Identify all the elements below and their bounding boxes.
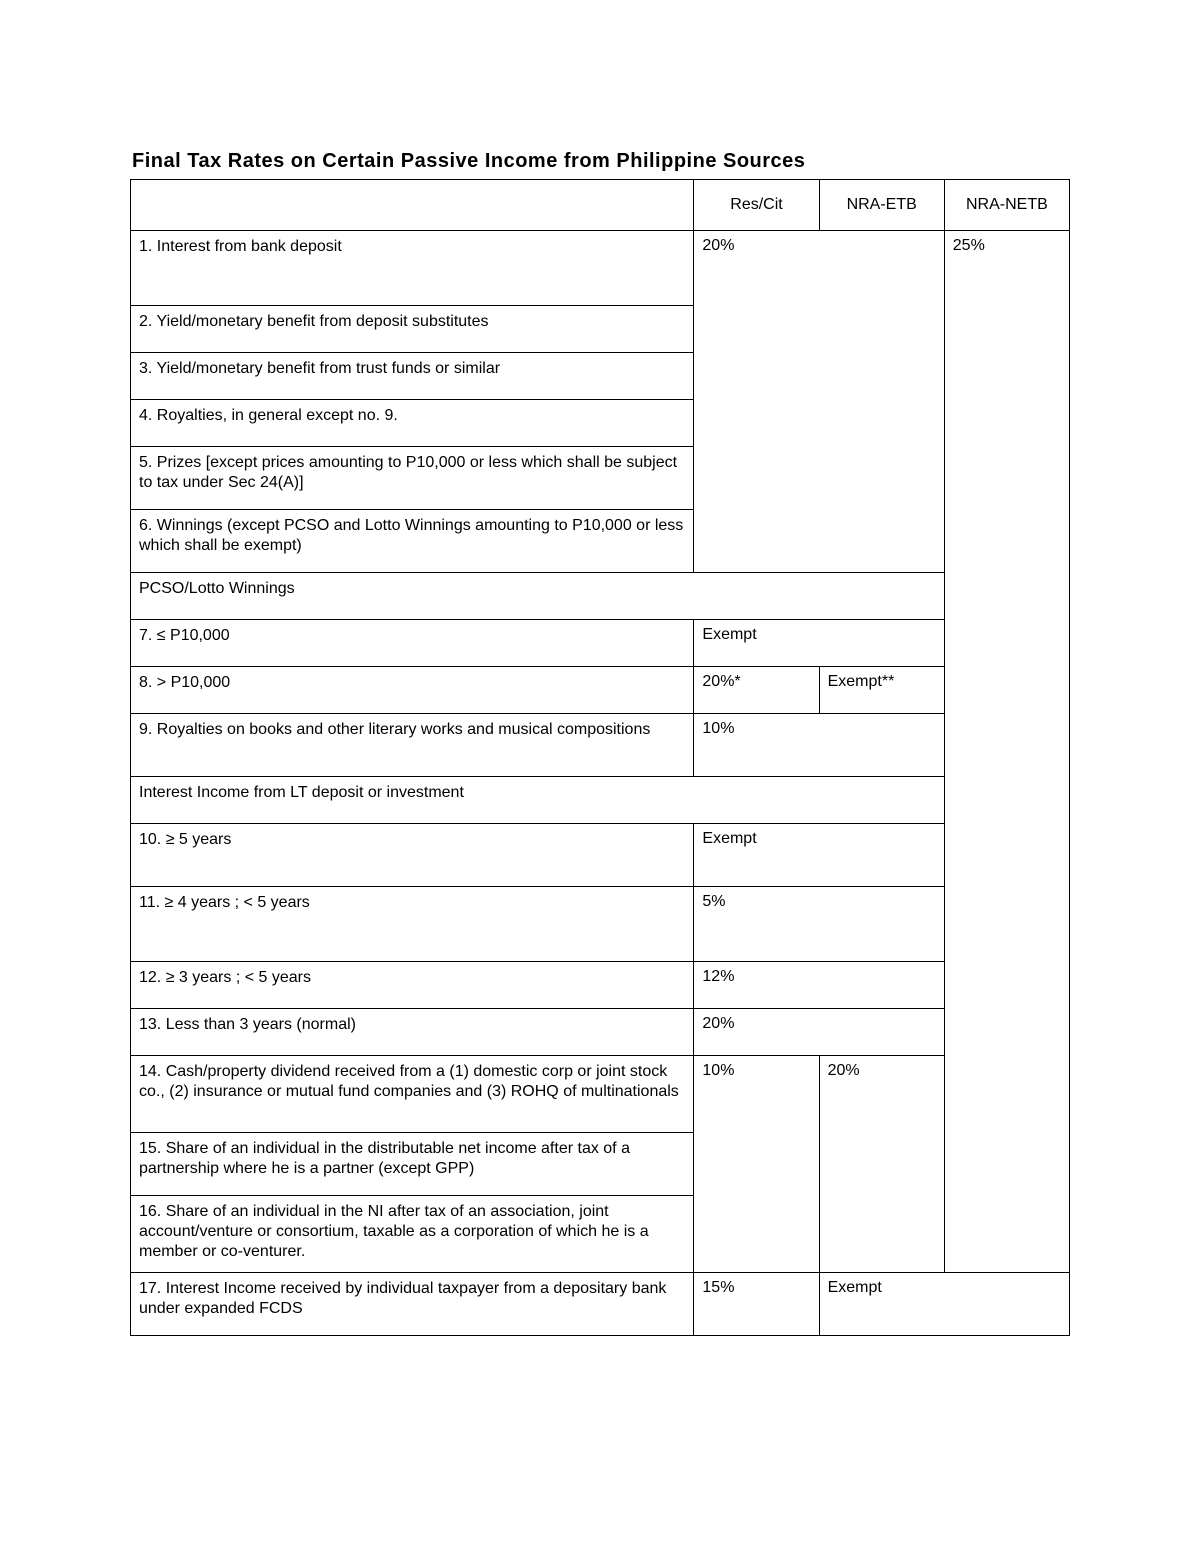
table-row: PCSO/Lotto Winnings: [131, 573, 1070, 620]
cell-10pct-small: 10%: [694, 714, 944, 777]
table-row: 17. Interest Income received by individu…: [131, 1273, 1070, 1336]
table-header-row: Res/Cit NRA-ETB NRA-NETB: [131, 180, 1070, 231]
col-blank: [131, 180, 694, 231]
cell-5pct: 5%: [694, 887, 944, 962]
cell-20pct: 20%: [694, 231, 944, 573]
table-title: Final Tax Rates on Certain Passive Incom…: [132, 150, 1070, 173]
page: Final Tax Rates on Certain Passive Incom…: [0, 0, 1200, 1553]
cell-lt-header: Interest Income from LT deposit or inves…: [131, 777, 945, 824]
cell-exempt-big: Exempt: [819, 1273, 1069, 1336]
cell-pcso-header: PCSO/Lotto Winnings: [131, 573, 945, 620]
cell-exempt2: Exempt: [694, 824, 944, 887]
cell-exempt: Exempt: [694, 620, 944, 667]
cell-desc: 10. ≥ 5 years: [131, 824, 694, 887]
cell-desc: 15. Share of an individual in the distri…: [131, 1133, 694, 1196]
tax-rates-table: Res/Cit NRA-ETB NRA-NETB 1. Interest fro…: [130, 179, 1070, 1336]
cell-20pct-small: 20%: [694, 1009, 944, 1056]
cell-20star: 20%*: [694, 667, 819, 714]
cell-desc: 4. Royalties, in general except no. 9.: [131, 400, 694, 447]
cell-desc: 6. Winnings (except PCSO and Lotto Winni…: [131, 510, 694, 573]
cell-desc: 5. Prizes [except prices amounting to P1…: [131, 447, 694, 510]
col-res-cit: Res/Cit: [694, 180, 819, 231]
table-row: 13. Less than 3 years (normal) 20%: [131, 1009, 1070, 1056]
cell-desc: 12. ≥ 3 years ; < 5 years: [131, 962, 694, 1009]
table-row: 8. > P10,000 20%* Exempt**: [131, 667, 1070, 714]
cell-25pct: 25%: [944, 231, 1069, 1273]
table-row: 1. Interest from bank deposit 20% 25%: [131, 231, 1070, 306]
cell-20pct-big: 20%: [819, 1056, 944, 1273]
cell-desc: 2. Yield/monetary benefit from deposit s…: [131, 306, 694, 353]
table-row: 9. Royalties on books and other literary…: [131, 714, 1070, 777]
table-row: 7. ≤ P10,000 Exempt: [131, 620, 1070, 667]
cell-12pct: 12%: [694, 962, 944, 1009]
cell-desc: 9. Royalties on books and other literary…: [131, 714, 694, 777]
cell-exempt-star: Exempt**: [819, 667, 944, 714]
table-row: Interest Income from LT deposit or inves…: [131, 777, 1070, 824]
col-nra-netb: NRA-NETB: [944, 180, 1069, 231]
cell-desc: 17. Interest Income received by individu…: [131, 1273, 694, 1336]
table-row: 10. ≥ 5 years Exempt: [131, 824, 1070, 887]
table-row: 11. ≥ 4 years ; < 5 years 5%: [131, 887, 1070, 962]
cell-10pct-big: 10%: [694, 1056, 819, 1273]
cell-desc: 14. Cash/property dividend received from…: [131, 1056, 694, 1133]
cell-desc: 13. Less than 3 years (normal): [131, 1009, 694, 1056]
cell-desc: 8. > P10,000: [131, 667, 694, 714]
cell-desc: 1. Interest from bank deposit: [131, 231, 694, 306]
cell-desc: 3. Yield/monetary benefit from trust fun…: [131, 353, 694, 400]
table-row: 12. ≥ 3 years ; < 5 years 12%: [131, 962, 1070, 1009]
cell-desc: 16. Share of an individual in the NI aft…: [131, 1196, 694, 1273]
table-row: 14. Cash/property dividend received from…: [131, 1056, 1070, 1133]
cell-desc: 7. ≤ P10,000: [131, 620, 694, 667]
cell-15pct: 15%: [694, 1273, 819, 1336]
col-nra-etb: NRA-ETB: [819, 180, 944, 231]
cell-desc: 11. ≥ 4 years ; < 5 years: [131, 887, 694, 962]
